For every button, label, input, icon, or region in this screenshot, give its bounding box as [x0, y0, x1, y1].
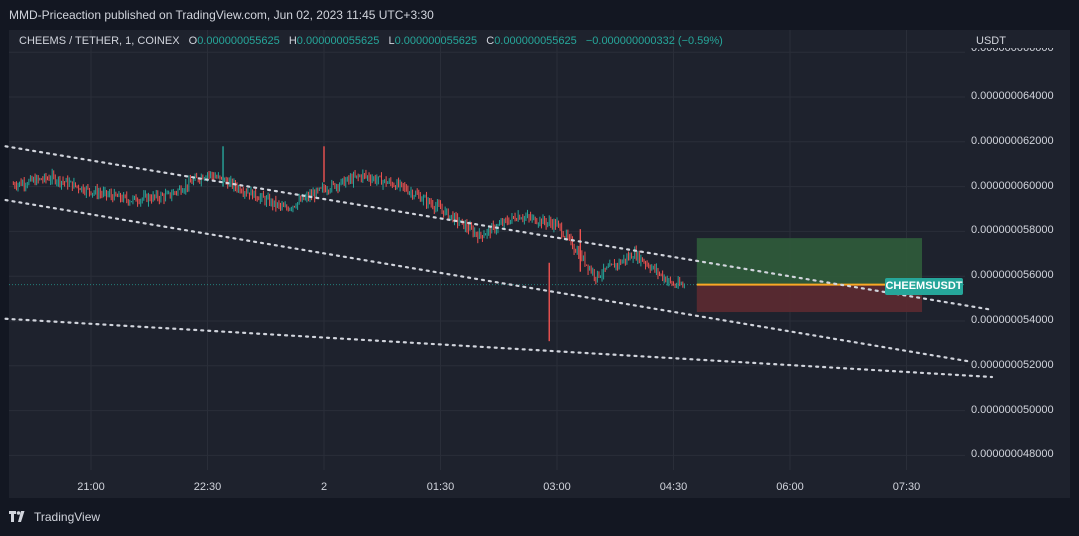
price-tick-label: 0.000000058000 [971, 224, 1054, 237]
target-zone [696, 238, 923, 285]
time-tick-label: 03:00 [543, 481, 571, 493]
tradingview-logo-icon [9, 511, 25, 522]
ohlc-legend: CHEEMS / TETHER, 1, COINEX O0.0000000556… [19, 35, 723, 47]
price-tick-label: 0.000000054000 [971, 314, 1054, 326]
open-value: 0.000000055625 [197, 35, 280, 47]
trendline [4, 145, 994, 311]
symbol-label[interactable]: CHEEMS / TETHER, 1, COINEX [19, 35, 180, 47]
stop-zone [696, 284, 923, 313]
price-tick-label: 0.000000052000 [971, 358, 1054, 371]
time-tick-label: 07:30 [892, 481, 921, 493]
footer-brand[interactable]: TradingView [34, 510, 101, 524]
time-tick-label: 06:00 [776, 481, 804, 493]
trendline [4, 317, 994, 379]
price-tick-label: 0.000000050000 [971, 403, 1054, 416]
footer: TradingView [9, 510, 100, 524]
price-tick-label: 0.000000048000 [971, 448, 1054, 461]
high-value: 0.000000055625 [296, 35, 380, 47]
time-tick-label: 22:30 [193, 481, 222, 493]
time-tick-label: 01:30 [426, 481, 455, 493]
close-label: C [486, 35, 495, 47]
trendline [4, 198, 970, 363]
open-label: O [188, 35, 198, 47]
price-tick-label: 0.000000064000 [971, 90, 1054, 102]
time-tick-label: 21:00 [77, 481, 105, 493]
price-axis-unit: USDT [976, 35, 1006, 47]
price-tick-label: 0.000000066000 [971, 48, 1054, 55]
symbol-price-tag: CHEEMSUSDT [885, 278, 963, 295]
price-tick-label: 0.000000060000 [971, 179, 1054, 192]
close-value: 0.000000055625 [494, 35, 577, 47]
high-label: H [288, 35, 297, 47]
publish-header: MMD-Priceaction published on TradingView… [9, 8, 434, 22]
price-tick-label: 0.000000062000 [971, 134, 1054, 147]
low-value: 0.000000055625 [394, 35, 478, 47]
time-tick-label: 2 [320, 481, 328, 493]
time-tick-label: 04:30 [659, 481, 688, 493]
low-label: L [388, 35, 395, 47]
change-value: −0.000000000332 (−0.59%) [585, 35, 723, 47]
price-tick-label: 0.000000056000 [971, 269, 1054, 282]
